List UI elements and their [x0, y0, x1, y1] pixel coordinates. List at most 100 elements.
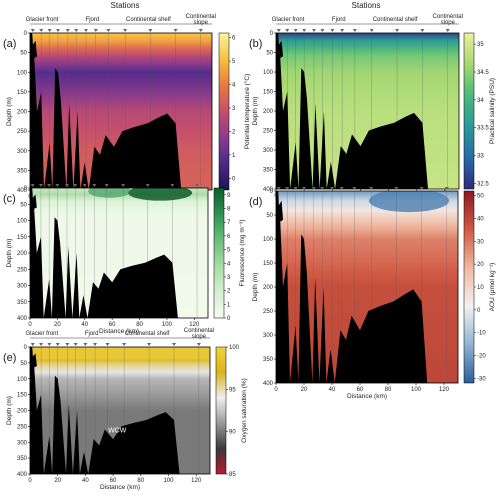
y-tick-label: 300: [17, 440, 28, 446]
y-tick-label: 0: [24, 31, 28, 37]
colorbar: [463, 32, 475, 190]
region-label: Continental shelf: [125, 331, 170, 337]
station-marker: [106, 29, 111, 32]
colorbar-tick-label: 3: [232, 106, 236, 112]
station-marker: [320, 187, 325, 190]
colorbar-tick-label: 1: [232, 153, 236, 159]
x-axis-label: Distance (km): [347, 393, 387, 400]
station-marker: [47, 29, 52, 32]
x-axis-label: Distance (km): [100, 484, 140, 491]
station-marker: [312, 29, 317, 32]
y-tick-label: 0: [270, 31, 274, 37]
station-marker: [145, 184, 150, 187]
station-marker: [293, 187, 298, 190]
station-marker: [339, 187, 344, 190]
y-tick-label: 250: [263, 309, 274, 315]
station-marker: [65, 343, 70, 346]
x-tick-label: 20: [54, 322, 61, 328]
station-marker: [330, 187, 334, 190]
colorbar: [218, 32, 230, 191]
colorbar-tick-label: -30: [477, 376, 486, 382]
station-marker: [73, 184, 78, 187]
y-tick-label: 150: [263, 90, 274, 96]
colorbar-label: Oxygen saturation (%): [241, 378, 248, 443]
station-marker: [30, 184, 35, 187]
station-marker: [65, 29, 70, 32]
station-marker: [352, 29, 357, 32]
region-label: slope: [192, 334, 207, 340]
station-marker: [39, 343, 44, 346]
station-marker: [73, 343, 78, 346]
y-tick-label: 200: [17, 251, 28, 257]
y-tick-label: 0: [24, 186, 28, 192]
chart-panel-3: 0 20 40 60 80 100 120050100150200250300350400D…: [3, 184, 246, 335]
station-marker: [302, 187, 306, 190]
stations-title-left: Stations: [111, 1, 140, 10]
y-axis-label: Depth (m): [6, 396, 13, 425]
y-tick-label: 150: [263, 261, 274, 267]
x-tick-label: 80: [136, 322, 143, 328]
colorbar-tick-label: 40: [477, 216, 484, 222]
y-tick-label: 300: [17, 149, 28, 155]
x-tick-label: 100: [411, 387, 422, 393]
y-tick-label: 400: [17, 188, 28, 194]
field-features: [88, 188, 193, 201]
y-tick-label: 50: [266, 51, 273, 57]
y-tick-label: 200: [17, 409, 28, 415]
y-tick-label: 50: [20, 202, 27, 208]
y-tick-label: 250: [17, 267, 28, 273]
colorbar-tick-label: 33: [477, 154, 484, 160]
colorbar-tick-label: -10: [477, 331, 486, 337]
y-tick-label: 150: [17, 90, 28, 96]
region-label: Fjord: [85, 331, 99, 337]
region-label: Continental shelf: [126, 17, 171, 23]
seabed: [30, 188, 178, 318]
bloom-patch: [88, 188, 131, 198]
colorbar-tick-label: 10: [477, 285, 484, 291]
y-axis-label: Depth (m): [252, 97, 259, 126]
y-tick-label: 200: [17, 110, 28, 116]
y-tick-label: 250: [17, 424, 28, 430]
water-mass-label: WCW: [108, 428, 127, 435]
x-tick-label: 20: [54, 478, 61, 484]
colorbar: [215, 346, 227, 475]
x-tick-label: 120: [439, 387, 450, 393]
region-label: slope: [441, 20, 456, 26]
station-marker: [93, 29, 98, 32]
bloom-patch: [128, 188, 193, 201]
y-tick-label: 100: [263, 237, 274, 243]
colorbar-tick-label: 6: [227, 234, 231, 240]
station-marker: [172, 343, 176, 346]
x-tick-label: 0: [28, 322, 32, 328]
y-tick-label: 250: [263, 129, 274, 135]
field-features: [368, 191, 450, 213]
x-tick-label: 60: [109, 322, 116, 328]
station-marker: [92, 184, 97, 187]
station-marker: [122, 343, 127, 346]
colorbar-tick-label: 90: [229, 430, 236, 436]
y-axis-label: Depth (m): [252, 273, 259, 302]
region-label: Continental shelf: [373, 17, 418, 23]
chart-panel-4: 0 20 40 60 80 100 120050100150200250300350400D…: [249, 187, 496, 400]
station-marker: [64, 184, 69, 187]
station-marker: [285, 29, 290, 32]
station-marker: [285, 187, 290, 190]
station-marker: [148, 29, 153, 32]
x-axis-label: Distance (km): [99, 328, 139, 335]
x-tick-label: 40: [82, 478, 89, 484]
station-marker: [147, 343, 152, 346]
region-label: Fjord: [332, 17, 346, 23]
region-label: Glacier front: [272, 17, 305, 23]
colorbar-tick-label: 85: [229, 472, 236, 478]
stations-title-right: Stations: [352, 1, 381, 10]
region-label: Continental: [433, 14, 463, 20]
colorbar-tick-label: 7: [227, 220, 231, 226]
station-marker: [340, 29, 345, 32]
station-marker: [93, 343, 98, 346]
panel-label: (a): [3, 38, 16, 50]
y-tick-label: 400: [263, 187, 274, 193]
station-marker: [444, 187, 449, 190]
station-marker: [293, 29, 298, 32]
x-tick-label: 60: [357, 387, 364, 393]
